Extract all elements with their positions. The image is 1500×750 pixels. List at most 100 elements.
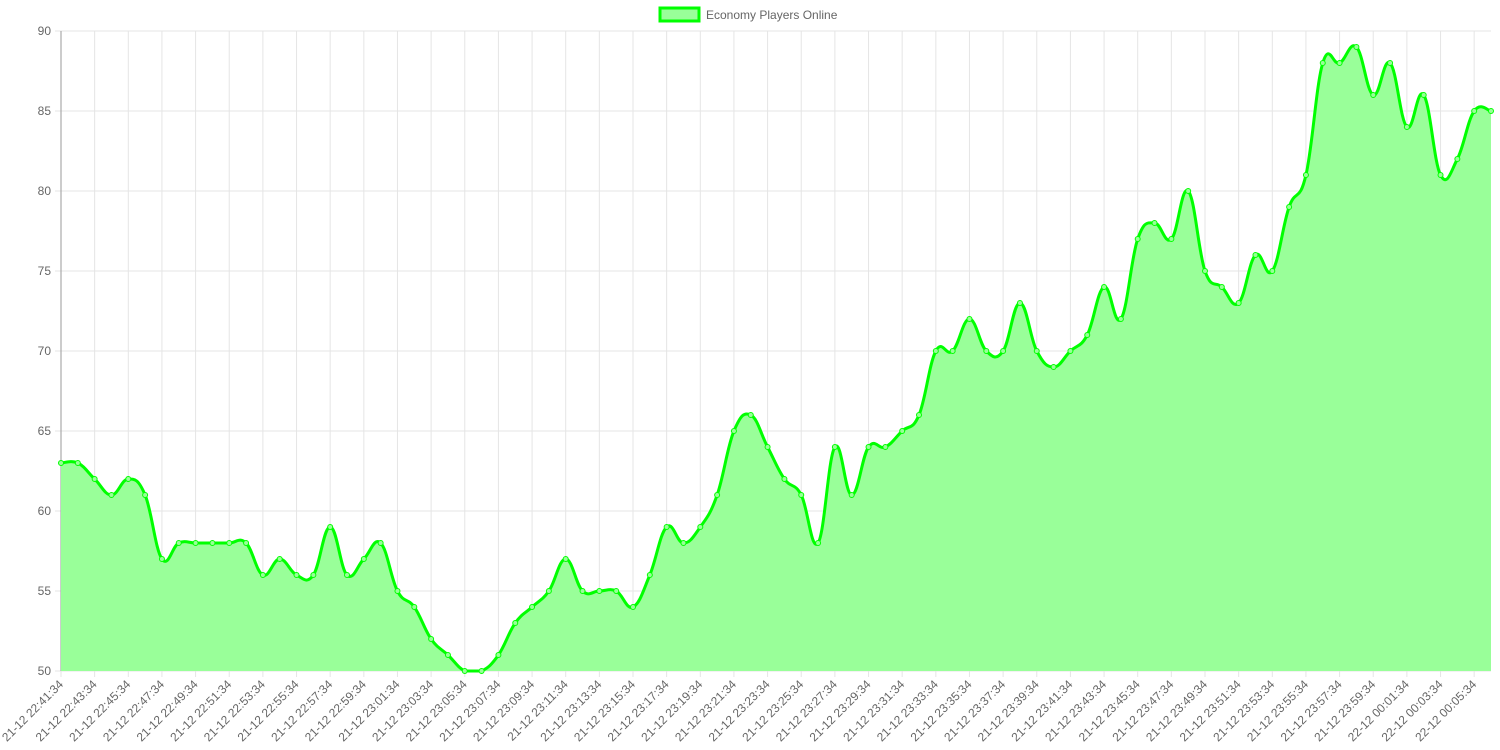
data-point[interactable] [461, 668, 468, 674]
data-point[interactable] [1016, 300, 1023, 306]
data-point[interactable] [1370, 92, 1377, 98]
data-point[interactable] [1269, 268, 1276, 274]
data-point[interactable] [58, 460, 64, 466]
data-point[interactable] [91, 476, 98, 482]
data-point[interactable] [1134, 236, 1141, 242]
data-point[interactable] [1084, 332, 1091, 338]
data-point[interactable] [192, 540, 199, 546]
data-point[interactable] [1117, 316, 1124, 322]
data-point[interactable] [781, 476, 788, 482]
data-point[interactable] [865, 444, 872, 450]
data-point[interactable] [377, 540, 384, 546]
data-point[interactable] [293, 572, 300, 578]
data-point[interactable] [394, 588, 401, 594]
data-point[interactable] [983, 348, 990, 354]
data-point[interactable] [747, 412, 754, 418]
data-point[interactable] [310, 572, 317, 578]
data-point[interactable] [1101, 284, 1108, 290]
data-point[interactable] [848, 492, 855, 498]
data-point[interactable] [495, 652, 502, 658]
data-point[interactable] [1437, 172, 1444, 178]
data-point[interactable] [1252, 252, 1259, 258]
y-tick-label: 70 [38, 344, 52, 358]
data-point[interactable] [175, 540, 182, 546]
data-point[interactable] [1488, 108, 1494, 114]
data-point[interactable] [916, 412, 922, 418]
series-line [60, 44, 1492, 673]
data-point[interactable] [1454, 156, 1461, 162]
data-point[interactable] [815, 540, 822, 546]
data-point[interactable] [158, 556, 165, 562]
data-point[interactable] [1403, 124, 1410, 130]
legend[interactable]: Economy Players Online [658, 6, 838, 23]
data-point[interactable] [882, 444, 889, 450]
data-point[interactable] [428, 636, 435, 642]
y-tick-label: 80 [38, 184, 52, 198]
data-point[interactable] [1033, 348, 1040, 354]
data-point[interactable] [360, 556, 367, 562]
data-point[interactable] [142, 492, 149, 498]
y-tick-label: 60 [38, 504, 52, 518]
y-tick-label: 55 [38, 584, 52, 598]
y-tick-label: 75 [38, 264, 52, 278]
data-point[interactable] [730, 428, 737, 434]
data-point[interactable] [663, 524, 670, 530]
data-point[interactable] [1471, 108, 1478, 114]
data-point[interactable] [259, 572, 266, 578]
data-point[interactable] [125, 476, 132, 482]
data-point[interactable] [1319, 60, 1326, 66]
data-point[interactable] [899, 428, 906, 434]
data-point[interactable] [1151, 220, 1158, 226]
data-point[interactable] [1286, 204, 1293, 210]
data-point[interactable] [646, 572, 653, 578]
data-point[interactable] [226, 540, 233, 546]
data-point[interactable] [714, 492, 721, 498]
data-point[interactable] [798, 492, 805, 498]
data-point[interactable] [1067, 348, 1074, 354]
data-point[interactable] [411, 604, 418, 610]
y-tick-label: 90 [38, 24, 52, 38]
data-point[interactable] [529, 604, 536, 610]
data-point[interactable] [1050, 364, 1057, 370]
data-point[interactable] [680, 540, 687, 546]
data-point[interactable] [512, 620, 519, 626]
y-tick-label: 85 [38, 104, 52, 118]
legend-label: Economy Players Online [706, 8, 838, 22]
data-point[interactable] [831, 444, 838, 450]
data-point[interactable] [243, 540, 250, 546]
data-point[interactable] [108, 492, 115, 498]
data-point[interactable] [1185, 188, 1192, 194]
data-point[interactable] [1302, 172, 1309, 178]
data-point[interactable] [949, 348, 956, 354]
data-point[interactable] [74, 460, 81, 466]
data-point[interactable] [966, 316, 973, 322]
data-point[interactable] [1235, 300, 1242, 306]
data-point[interactable] [932, 348, 939, 354]
data-point[interactable] [344, 572, 350, 578]
data-point[interactable] [1000, 348, 1007, 354]
data-point[interactable] [1420, 92, 1427, 98]
data-point[interactable] [1353, 44, 1360, 50]
data-point[interactable] [545, 588, 552, 594]
data-point[interactable] [562, 556, 569, 562]
data-point[interactable] [478, 668, 485, 674]
data-point[interactable] [1202, 268, 1208, 274]
data-point[interactable] [579, 588, 586, 594]
data-point[interactable] [697, 524, 704, 530]
data-point[interactable] [764, 444, 771, 450]
data-point[interactable] [327, 524, 334, 530]
data-point[interactable] [1168, 236, 1175, 242]
data-point[interactable] [1218, 284, 1225, 290]
data-point[interactable] [630, 604, 636, 610]
data-point[interactable] [209, 540, 216, 546]
data-point[interactable] [444, 652, 451, 658]
data-point[interactable] [613, 588, 620, 594]
data-point[interactable] [1336, 60, 1343, 66]
data-point[interactable] [1387, 60, 1394, 66]
data-point[interactable] [596, 588, 603, 594]
data-point[interactable] [276, 556, 283, 562]
series-economy-players-online [58, 44, 1494, 674]
y-tick-label: 50 [38, 664, 52, 678]
